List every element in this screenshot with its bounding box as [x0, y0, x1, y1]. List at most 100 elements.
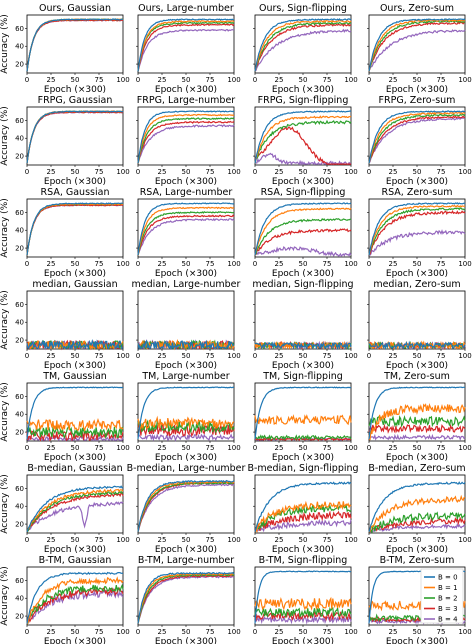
legend-entry: B = 1 — [438, 584, 458, 592]
x-tick-label: 0 — [367, 76, 371, 84]
series-line-b2 — [137, 117, 235, 164]
series-line-b0 — [368, 110, 466, 164]
series-line-b1 — [254, 340, 352, 351]
series-line-b2 — [137, 481, 234, 532]
x-axis-label: Epoch (×300) — [155, 453, 217, 463]
x-axis-label: Epoch (×300) — [272, 637, 334, 644]
series-line-b1 — [137, 20, 235, 72]
series-line-b4 — [137, 433, 235, 442]
y-axis-label: Accuracy (%) — [0, 474, 10, 534]
series-line-b0 — [26, 202, 124, 256]
series-line-b1 — [254, 19, 352, 72]
subplot-14: median, Large-number 0 25 50 75 100 Epoch (×30… — [132, 279, 241, 371]
x-tick-label: 75 — [206, 628, 215, 636]
y-tick-label: 60 — [15, 393, 24, 401]
x-tick-label: 25 — [275, 352, 284, 360]
x-axis-label: Epoch (×300) — [44, 453, 106, 463]
subplot-title: RSA, Gaussian — [41, 187, 110, 198]
subplot-27: B-TM, Sign-flipping 0 25 50 75 100 Epoch (×300… — [253, 555, 358, 644]
series-line-b3 — [137, 23, 235, 72]
x-tick-label: 50 — [71, 536, 80, 544]
x-tick-label: 0 — [367, 628, 371, 636]
x-tick-label: 25 — [389, 352, 398, 360]
x-tick-label: 75 — [95, 352, 104, 360]
y-tick-label: 40 — [15, 227, 24, 235]
x-tick-label: 100 — [344, 352, 357, 360]
series-line-b3 — [254, 510, 352, 533]
x-tick-label: 0 — [25, 352, 29, 360]
subplot-title: B-TM, Zero-sum — [380, 555, 455, 566]
series-line-b0 — [254, 110, 352, 164]
x-tick-label: 75 — [437, 536, 446, 544]
y-tick-label: 40 — [15, 135, 24, 143]
x-tick-label: 0 — [367, 352, 371, 360]
x-tick-label: 50 — [71, 628, 80, 636]
x-tick-label: 100 — [344, 260, 357, 268]
series-line-b3 — [368, 21, 466, 72]
y-tick-label: 60 — [15, 577, 24, 585]
subplot-title: Ours, Gaussian — [39, 3, 111, 14]
x-tick-label: 100 — [116, 260, 129, 268]
series-line-b1 — [137, 480, 235, 532]
series-line-b4 — [26, 204, 124, 256]
series-line-b3 — [26, 111, 124, 164]
series-line-b4 — [137, 124, 235, 164]
x-tick-label: 50 — [413, 536, 422, 544]
series-line-b0 — [254, 202, 352, 256]
x-tick-label: 50 — [299, 352, 308, 360]
y-tick-label: 20 — [15, 613, 24, 621]
y-axis-label: Accuracy (%) — [0, 106, 10, 166]
series-line-b3 — [254, 437, 352, 442]
subplot-1: Ours, Gaussian 0 25 50 75 100 20 40 60 Epoch (×30… — [0, 3, 130, 95]
series-line-b2 — [137, 419, 235, 434]
series-line-b2 — [254, 503, 352, 533]
x-tick-label: 0 — [253, 260, 257, 268]
x-tick-label: 100 — [227, 536, 240, 544]
subplot-2: Ours, Large-number 0 25 50 75 100 Epoch (×300) — [136, 3, 241, 95]
x-tick-label: 25 — [389, 628, 398, 636]
x-tick-label: 75 — [95, 168, 104, 176]
subplot-title: FRPG, Sign-flipping — [258, 95, 349, 106]
y-tick-label: 40 — [15, 503, 24, 511]
x-tick-label: 75 — [95, 76, 104, 84]
series-line-b2 — [137, 21, 235, 72]
x-tick-label: 100 — [227, 260, 240, 268]
x-tick-label: 50 — [413, 444, 422, 452]
series-line-b3 — [254, 125, 351, 165]
series-line-b4 — [254, 518, 352, 533]
x-tick-label: 0 — [253, 76, 257, 84]
x-axis-label: Epoch (×300) — [44, 85, 106, 95]
series-line-b0 — [368, 340, 466, 351]
series-line-b3 — [137, 481, 235, 532]
x-tick-label: 50 — [71, 444, 80, 452]
x-tick-label: 25 — [389, 76, 398, 84]
x-tick-label: 100 — [227, 76, 240, 84]
x-tick-label: 75 — [206, 444, 215, 452]
series-line-b4 — [137, 28, 235, 72]
series-line-b0 — [137, 110, 235, 164]
subplot-title: TM, Large-number — [141, 371, 229, 382]
series-line-b0 — [137, 386, 235, 439]
series-line-b0 — [137, 571, 235, 624]
x-tick-label: 50 — [299, 168, 308, 176]
x-tick-label: 75 — [323, 444, 332, 452]
x-tick-label: 25 — [275, 536, 284, 544]
series-line-b0 — [368, 18, 466, 72]
x-tick-label: 75 — [323, 628, 332, 636]
series-line-b1 — [368, 18, 466, 72]
subplot-26: B-TM, Large-number 0 25 50 75 100 Epoch (×300) — [136, 555, 241, 644]
x-tick-label: 75 — [206, 260, 215, 268]
subplot-title: FRPG, Large-number — [137, 95, 236, 106]
x-axis-label: Epoch (×300) — [44, 637, 106, 644]
y-tick-label: 20 — [15, 337, 24, 345]
series-line-b0 — [368, 386, 466, 439]
series-line-b1 — [368, 403, 466, 441]
x-tick-label: 25 — [47, 76, 56, 84]
subplot-title: RSA, Large-number — [140, 187, 233, 198]
y-axis-label: Accuracy (%) — [0, 382, 10, 442]
series-line-b4 — [26, 111, 124, 164]
series-line-b2 — [254, 434, 352, 442]
x-tick-label: 75 — [323, 76, 332, 84]
series-line-b4 — [254, 246, 352, 258]
x-tick-label: 25 — [389, 536, 398, 544]
